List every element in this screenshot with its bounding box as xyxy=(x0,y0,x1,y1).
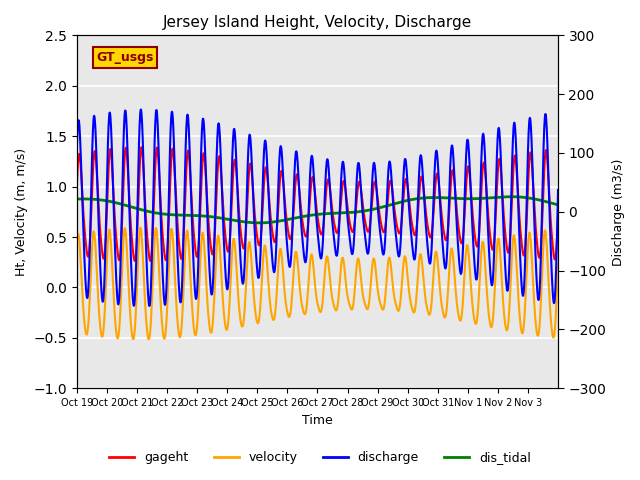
Y-axis label: Ht, Velocity (m, m/s): Ht, Velocity (m, m/s) xyxy=(15,148,28,276)
discharge xyxy=(502,267,509,273)
gageht xyxy=(431,189,438,195)
dis_tidal xyxy=(148,209,156,215)
velocity xyxy=(431,254,438,260)
discharge xyxy=(554,187,562,193)
dis_tidal xyxy=(255,220,263,226)
dis_tidal xyxy=(508,194,515,200)
Legend: gageht, velocity, discharge, dis_tidal: gageht, velocity, discharge, dis_tidal xyxy=(104,446,536,469)
gageht xyxy=(305,212,313,218)
Line: dis_tidal: dis_tidal xyxy=(77,197,558,223)
velocity xyxy=(145,336,152,342)
dis_tidal xyxy=(296,214,303,220)
velocity xyxy=(502,323,509,328)
dis_tidal xyxy=(554,202,562,208)
gageht xyxy=(147,258,154,264)
velocity xyxy=(137,225,145,230)
velocity xyxy=(73,240,81,246)
gageht xyxy=(548,240,556,245)
Line: gageht: gageht xyxy=(77,147,558,261)
gageht xyxy=(73,180,81,186)
discharge xyxy=(145,303,153,309)
dis_tidal xyxy=(73,196,81,202)
velocity xyxy=(296,285,303,290)
dis_tidal xyxy=(305,213,312,218)
discharge xyxy=(305,203,313,209)
dis_tidal xyxy=(548,201,556,206)
gageht xyxy=(554,212,562,218)
Line: velocity: velocity xyxy=(77,228,558,339)
Line: discharge: discharge xyxy=(77,109,558,306)
velocity xyxy=(548,332,556,337)
gageht xyxy=(149,229,157,235)
discharge xyxy=(548,284,556,289)
velocity xyxy=(554,261,562,267)
dis_tidal xyxy=(501,194,509,200)
velocity xyxy=(305,275,313,281)
Text: GT_usgs: GT_usgs xyxy=(97,51,154,64)
dis_tidal xyxy=(431,195,438,201)
gageht xyxy=(502,232,509,238)
discharge xyxy=(431,163,438,169)
gageht xyxy=(296,192,303,198)
Y-axis label: Discharge (m3/s): Discharge (m3/s) xyxy=(612,158,625,265)
discharge xyxy=(296,198,303,204)
X-axis label: Time: Time xyxy=(302,414,333,427)
gageht xyxy=(138,144,145,150)
Title: Jersey Island Height, Velocity, Discharge: Jersey Island Height, Velocity, Discharg… xyxy=(163,15,472,30)
discharge xyxy=(73,143,81,149)
velocity xyxy=(149,277,157,283)
discharge xyxy=(149,217,157,223)
discharge xyxy=(137,107,145,112)
